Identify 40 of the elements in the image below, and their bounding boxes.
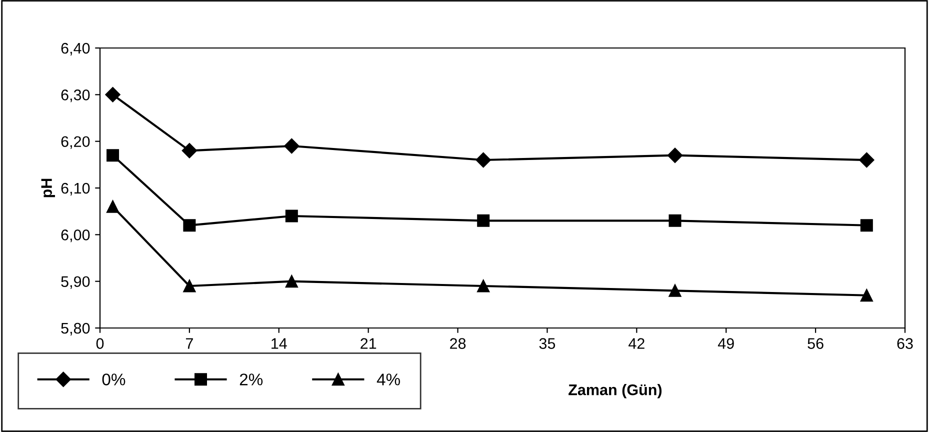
- point: [105, 87, 120, 102]
- legend-label: 2%: [240, 374, 263, 386]
- x-tick-label: 28: [450, 338, 466, 349]
- point: [284, 138, 300, 154]
- y-tick-label: 6,10: [61, 182, 90, 196]
- y-tick-label: 6,20: [61, 136, 90, 149]
- x-tick-label: 49: [718, 338, 734, 349]
- point: [285, 210, 298, 222]
- point: [476, 152, 491, 168]
- point: [285, 275, 298, 288]
- x-tick-label: 42: [628, 338, 644, 349]
- point: [667, 148, 683, 163]
- y-tick-label: 5,80: [61, 322, 90, 336]
- x-tick-label: 0: [96, 338, 104, 349]
- x-tick-label: 63: [897, 338, 913, 349]
- point: [668, 284, 682, 297]
- point: [860, 219, 873, 232]
- point: [183, 219, 196, 232]
- y-axis-title: pH: [41, 178, 55, 198]
- legend-label: 0%: [102, 374, 126, 386]
- y-tick-label: 5,90: [61, 276, 90, 289]
- point: [477, 280, 490, 292]
- y-tick-label: 6,40: [61, 42, 90, 56]
- y-tick-label: 6,30: [61, 90, 90, 102]
- x-tick-label: 21: [360, 338, 376, 349]
- point: [106, 200, 120, 213]
- y-tick-label: 6,00: [61, 230, 90, 242]
- x-tick-label: 14: [272, 338, 287, 349]
- point: [668, 214, 682, 227]
- point: [860, 289, 873, 302]
- point: [859, 152, 874, 168]
- x-tick-label: 35: [539, 338, 556, 349]
- x-axis-title: Zaman (Gün): [568, 384, 662, 398]
- x-tick-label: 7: [186, 338, 193, 349]
- legend-label: 4%: [376, 374, 400, 386]
- point: [183, 280, 196, 292]
- point: [477, 214, 490, 227]
- point: [106, 149, 120, 162]
- point: [182, 143, 198, 158]
- x-tick-label: 56: [808, 338, 824, 349]
